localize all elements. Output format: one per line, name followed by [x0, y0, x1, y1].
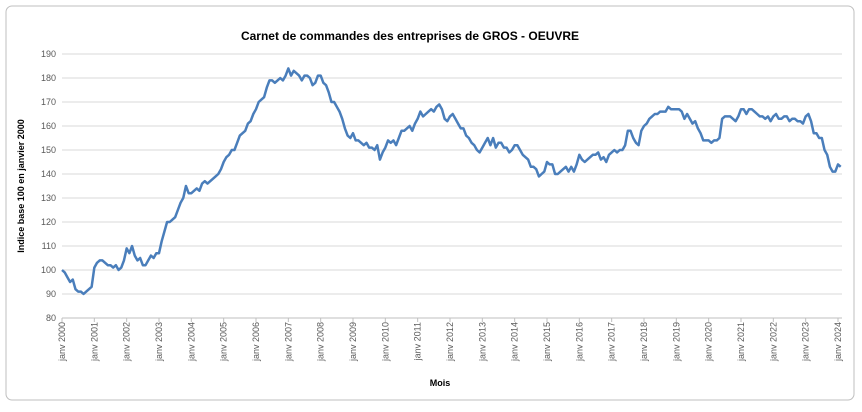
x-tick-label: janv 2008 [316, 322, 326, 362]
data-line [61, 67, 842, 296]
x-tick-label: janv 2010 [380, 322, 390, 362]
x-tick-label: janv 2009 [348, 322, 358, 362]
x-tick-label: janv 2014 [510, 322, 520, 362]
chart-border [5, 5, 855, 401]
x-tick-label: janv 2022 [768, 322, 778, 362]
x-tick-label: janv 2002 [122, 322, 132, 362]
x-tick-label: janv 2000 [57, 322, 67, 362]
x-tick-label: janv 2018 [639, 322, 649, 362]
x-tick-label: janv 2004 [186, 322, 196, 362]
y-tick-label: 110 [42, 241, 56, 251]
x-tick-label: janv 2017 [607, 322, 617, 362]
y-tick-label: 100 [41, 265, 56, 275]
x-axis-title: Mois [430, 378, 451, 388]
x-tick-label: janv 2021 [736, 322, 746, 362]
x-tick-label: janv 2019 [671, 322, 681, 362]
chart-title: Carnet de commandes des entreprises de G… [241, 29, 579, 43]
y-tick-label: 160 [41, 121, 56, 131]
x-tick-label: janv 2005 [219, 322, 229, 362]
y-tick-label: 170 [41, 97, 56, 107]
x-tick-label: janv 2007 [283, 322, 293, 362]
x-tick-label: janv 2003 [154, 322, 164, 362]
y-tick-label: 80 [46, 313, 56, 323]
x-tick-label: janv 2015 [542, 322, 552, 362]
x-tick-label: janv 2012 [445, 322, 455, 362]
x-tick-label: janv 2013 [477, 322, 487, 362]
y-tick-label: 130 [41, 193, 56, 203]
x-tick-label: janv 2001 [89, 322, 99, 362]
x-tick-label: janv 2016 [574, 322, 584, 362]
x-tick-label: janv 2020 [704, 322, 714, 362]
y-tick-label: 140 [41, 169, 56, 179]
y-tick-label: 180 [41, 73, 56, 83]
y-tick-label: 150 [41, 145, 56, 155]
y-tick-label: 190 [41, 49, 56, 59]
x-tick-label: janv 2006 [251, 322, 261, 362]
x-tick-label: janv 2011 [413, 322, 423, 361]
x-tick-label: janv 2024 [833, 322, 843, 362]
y-tick-label: 90 [46, 289, 56, 299]
y-axis-title: Indice base 100 en janvier 2000 [16, 119, 26, 253]
y-tick-label: 120 [41, 217, 56, 227]
x-tick-label: janv 2023 [801, 322, 811, 362]
